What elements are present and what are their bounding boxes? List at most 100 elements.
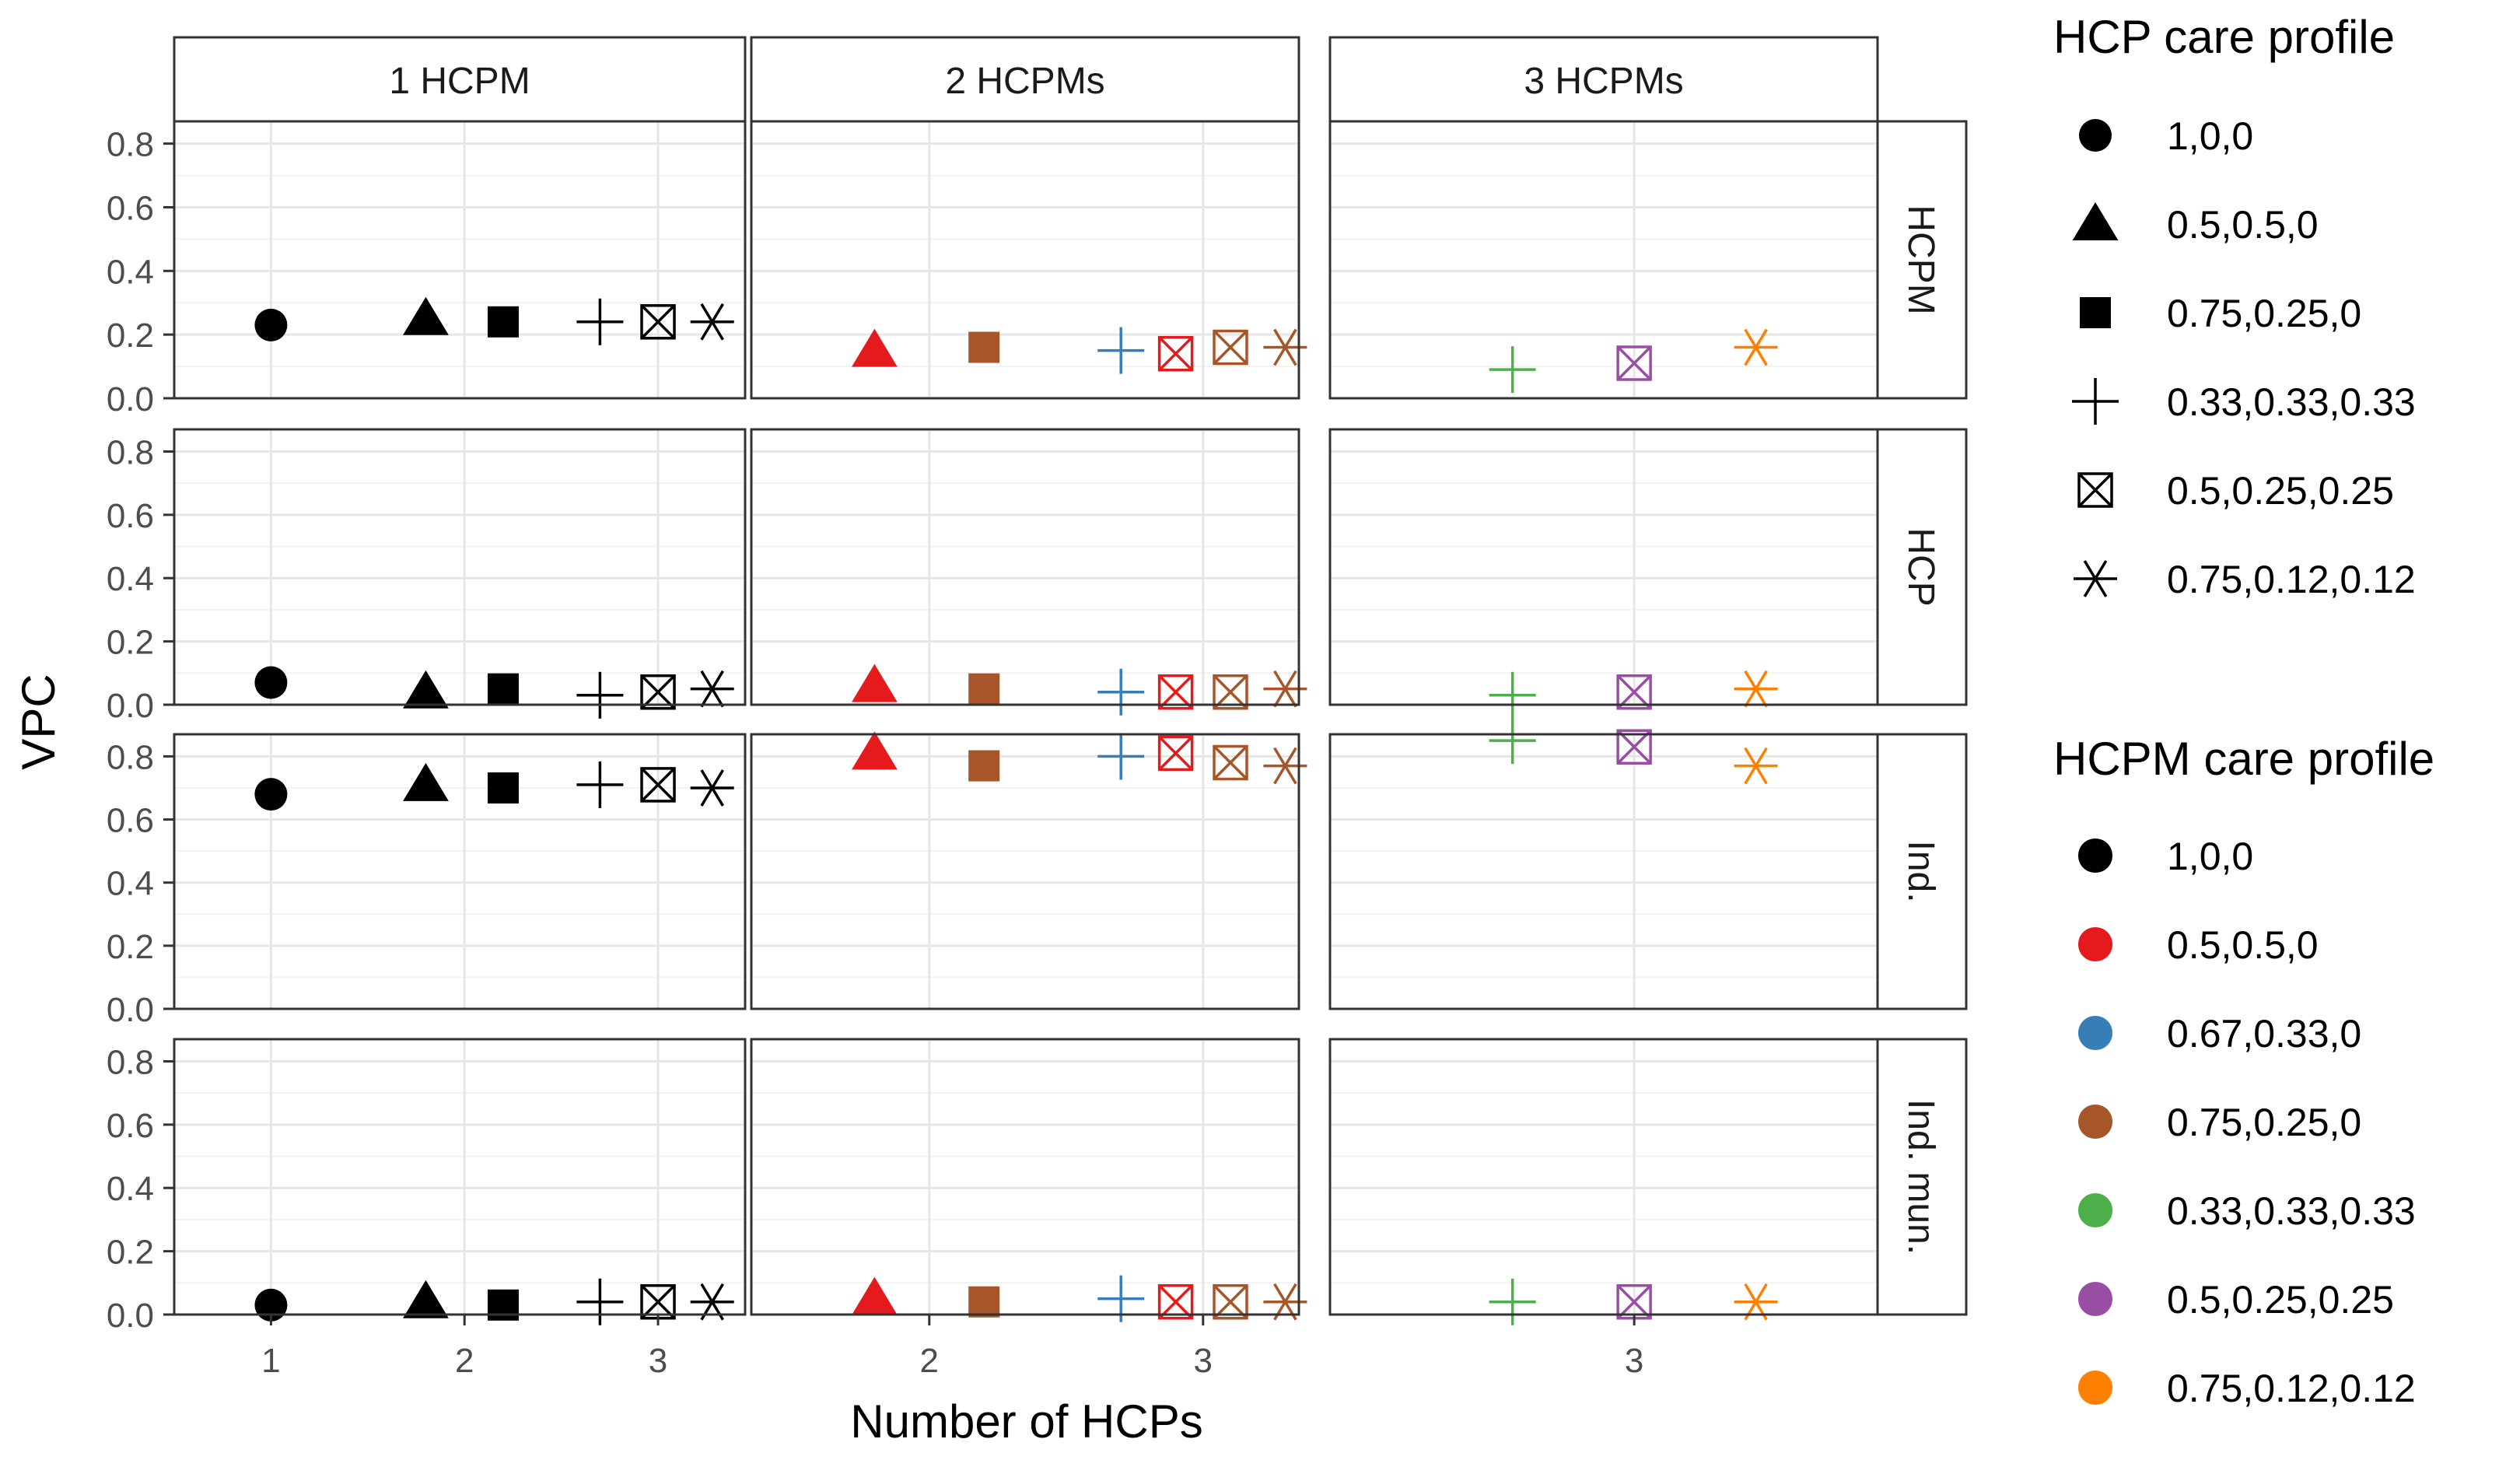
data-point-boxx (1157, 335, 1194, 372)
legend-hcp-care-profile: HCP care profile 1,0,0 0.5,0.5,0 0.75,0.25… (2053, 11, 2416, 601)
x-tick-label: 2 (455, 1342, 474, 1380)
y-tick-label: 0.4 (107, 253, 154, 291)
legend-hcp-item-label: 0.5,0.25,0.25 (2167, 469, 2394, 513)
y-tick-label: 0.8 (107, 738, 154, 776)
data-point-circle (2077, 838, 2113, 874)
panel-border (173, 1038, 747, 1316)
panel-border (1328, 428, 1879, 706)
data-point-boxx (1213, 674, 1248, 710)
data-point-boxx (1616, 345, 1652, 381)
data-point-asterisk (1263, 670, 1307, 708)
legend-hcpm-title: HCPM care profile (2053, 733, 2434, 785)
y-tick-label: 0.0 (107, 380, 154, 418)
data-point-plus (576, 761, 624, 808)
panel-border (173, 733, 747, 1010)
data-point-asterisk (1263, 747, 1307, 785)
y-tick-label: 0.4 (107, 865, 154, 903)
panel-border (750, 1038, 1300, 1316)
data-point-square (487, 1289, 519, 1321)
legend-hcpm-item-label: 0.5,0.25,0.25 (2167, 1278, 2394, 1322)
x-tick-label: 3 (1194, 1342, 1213, 1380)
data-point-circle (2079, 119, 2112, 152)
data-point-square (968, 1286, 1000, 1318)
x-tick-label: 3 (649, 1342, 667, 1380)
panel-border (1328, 1038, 1879, 1316)
panel-border (173, 428, 747, 706)
data-point-plus (1097, 733, 1145, 780)
y-tick-label: 0.2 (107, 1234, 154, 1272)
data-point-circle (2077, 1015, 2113, 1051)
data-point-triangle (852, 731, 898, 770)
data-point-asterisk (690, 303, 734, 341)
column-strip-label: 3 HCPMs (1524, 61, 1683, 102)
data-point-asterisk (690, 670, 734, 708)
legend-hcp-item-label: 0.75,0.25,0 (2167, 292, 2361, 335)
legend-hcp-item-label: 1,0,0 (2167, 114, 2253, 158)
y-tick-label: 0.6 (107, 189, 154, 227)
data-point-boxx (640, 674, 676, 710)
data-point-plus (2072, 378, 2119, 425)
y-tick-label: 0.8 (107, 1043, 154, 1081)
data-point-square (968, 750, 1000, 782)
data-point-triangle (852, 1276, 898, 1315)
data-point-circle (2077, 926, 2113, 962)
y-tick-label: 0.2 (107, 928, 154, 966)
data-point-boxx (640, 304, 676, 340)
data-point-triangle (852, 663, 898, 702)
data-point-square (968, 673, 1000, 705)
y-tick-label: 0.4 (107, 560, 154, 598)
data-point-circle (2077, 1192, 2113, 1228)
y-tick-label: 0.0 (107, 1297, 154, 1335)
data-point-triangle (403, 762, 449, 801)
data-point-triangle (403, 670, 449, 709)
y-tick-label: 0.4 (107, 1170, 154, 1208)
data-point-circle (254, 666, 288, 699)
x-axis-title: Number of HCPs (850, 1395, 1202, 1448)
row-strip (1876, 1038, 1968, 1316)
data-point-asterisk (2074, 560, 2117, 597)
legend-hcpm-care-profile: HCPM care profile 1,0,0 0.5,0.5,0 0.67,0.3… (2053, 733, 2434, 1410)
data-point-asterisk (1734, 747, 1778, 785)
y-tick-label: 0.0 (107, 687, 154, 725)
data-point-square (487, 772, 519, 804)
data-point-boxx (1213, 329, 1248, 366)
y-tick-label: 0.8 (107, 433, 154, 471)
x-tick-label: 2 (920, 1342, 939, 1380)
data-point-boxx (1616, 729, 1652, 765)
row-strip-label: Ind. (1900, 840, 1941, 902)
data-point-circle (254, 308, 288, 341)
data-point-square (968, 331, 1000, 363)
data-point-boxx (1616, 674, 1652, 710)
legend-hcpm-item-label: 0.67,0.33,0 (2167, 1012, 2361, 1056)
y-tick-label: 0.6 (107, 802, 154, 840)
legend-hcp-item-label: 0.75,0.12,0.12 (2167, 558, 2416, 601)
y-tick-label: 0.6 (107, 497, 154, 535)
panel-border (750, 733, 1300, 1010)
data-point-triangle (403, 1280, 449, 1318)
row-strip-label: Ind. mun. (1900, 1099, 1941, 1255)
data-point-plus (1489, 346, 1536, 394)
y-tick-label: 0.2 (107, 624, 154, 662)
data-point-boxx (2077, 472, 2113, 508)
row-strip-label: HCPM (1900, 205, 1941, 314)
y-tick-label: 0.0 (107, 991, 154, 1029)
x-tick-label: 3 (1625, 1342, 1643, 1380)
legend-hcpm-item-label: 0.5,0.5,0 (2167, 923, 2319, 967)
data-point-plus (576, 671, 624, 719)
panel-border (173, 120, 747, 400)
data-point-boxx (1213, 744, 1248, 781)
panel-border (750, 120, 1300, 400)
grid-layer (174, 121, 1878, 1316)
data-point-circle (2077, 1370, 2113, 1406)
data-point-plus (1489, 671, 1536, 719)
data-point-triangle (403, 296, 449, 335)
data-point-square (487, 673, 519, 705)
legend-hcp-title: HCP care profile (2053, 11, 2395, 63)
data-point-square (487, 306, 519, 338)
row-strip (1876, 733, 1968, 1010)
column-strip (1328, 36, 1879, 123)
column-strip-label: 1 HCPM (389, 61, 530, 102)
panel-frames (173, 36, 1968, 1316)
y-tick-label: 0.2 (107, 317, 154, 355)
